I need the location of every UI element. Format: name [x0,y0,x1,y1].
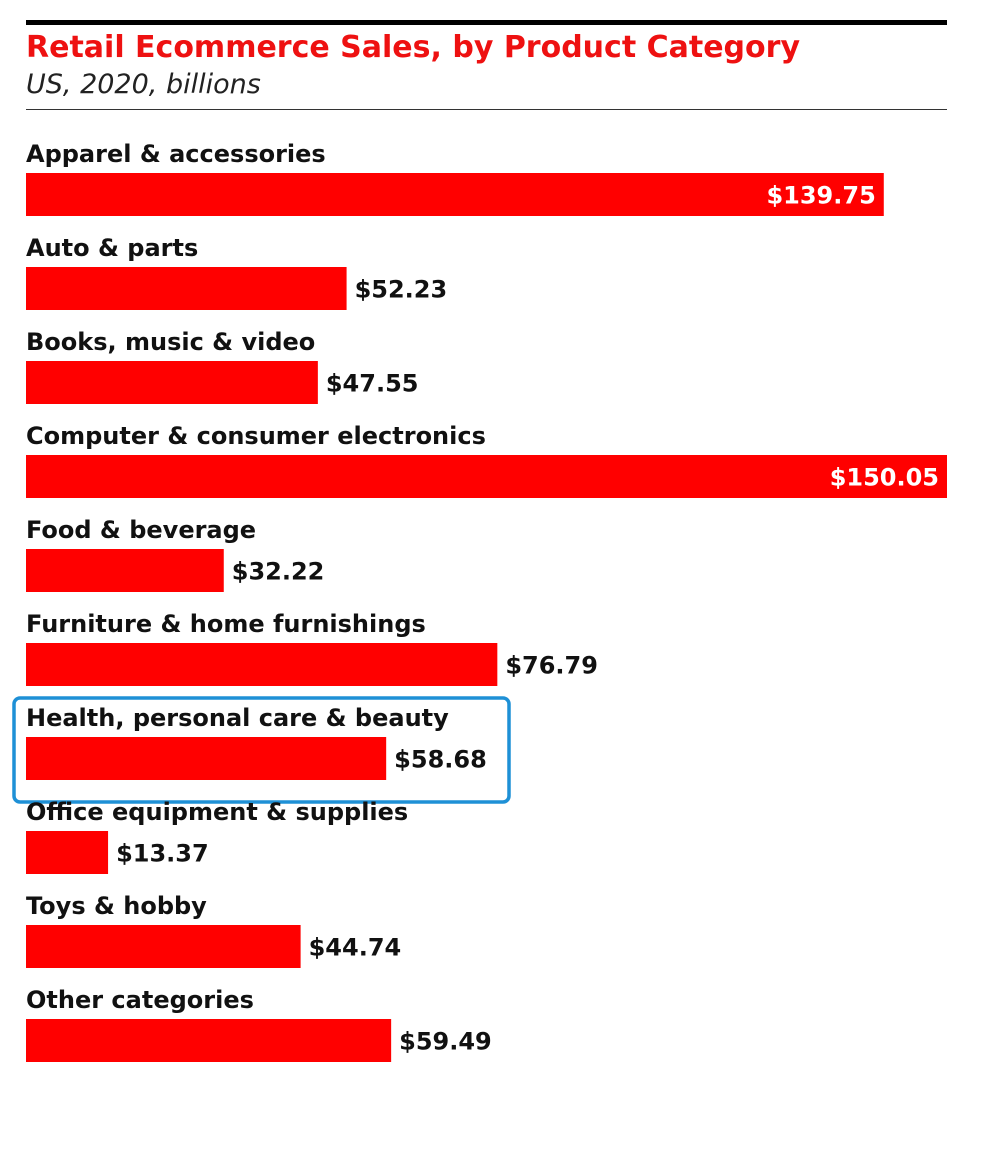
value-label-apparel-accessories: $139.75 [766,182,875,210]
category-label-apparel-accessories: Apparel & accessories [26,140,326,168]
value-label-health-personal-care-beauty: $58.68 [394,746,487,774]
top-rule [26,20,947,25]
chart-subtitle: US, 2020, billions [26,69,261,100]
bar-apparel-accessories [26,173,884,216]
value-label-toys-hobby: $44.74 [309,934,402,962]
bar-furniture-home-furnishings [26,643,498,686]
bar-office-equipment-supplies [26,831,109,874]
category-label-health-personal-care-beauty: Health, personal care & beauty [26,704,449,732]
category-label-toys-hobby: Toys & hobby [26,892,207,920]
value-label-auto-parts: $52.23 [355,276,448,304]
category-label-books-music-video: Books, music & video [26,328,315,356]
bar-other-categories [26,1019,392,1062]
category-label-other-categories: Other categories [26,986,254,1014]
category-label-furniture-home-furnishings: Furniture & home furnishings [26,610,426,638]
value-label-food-beverage: $32.22 [232,558,325,586]
subtitle-rule [26,109,947,110]
bar-health-personal-care-beauty [26,737,387,780]
category-label-food-beverage: Food & beverage [26,516,256,544]
value-label-books-music-video: $47.55 [326,370,419,398]
bar-auto-parts [26,267,347,310]
value-label-computer-consumer-electronics: $150.05 [830,464,939,492]
bar-food-beverage [26,549,224,592]
value-label-furniture-home-furnishings: $76.79 [505,652,598,680]
category-label-computer-consumer-electronics: Computer & consumer electronics [26,422,486,450]
value-label-other-categories: $59.49 [399,1028,492,1056]
category-label-office-equipment-supplies: Office equipment & supplies [26,798,408,826]
highlight-box [12,696,511,804]
chart-title: Retail Ecommerce Sales, by Product Categ… [26,30,800,65]
value-label-office-equipment-supplies: $13.37 [116,840,209,868]
category-label-auto-parts: Auto & parts [26,234,198,262]
bar-toys-hobby [26,925,301,968]
bar-computer-consumer-electronics [26,455,947,498]
bar-books-music-video [26,361,318,404]
